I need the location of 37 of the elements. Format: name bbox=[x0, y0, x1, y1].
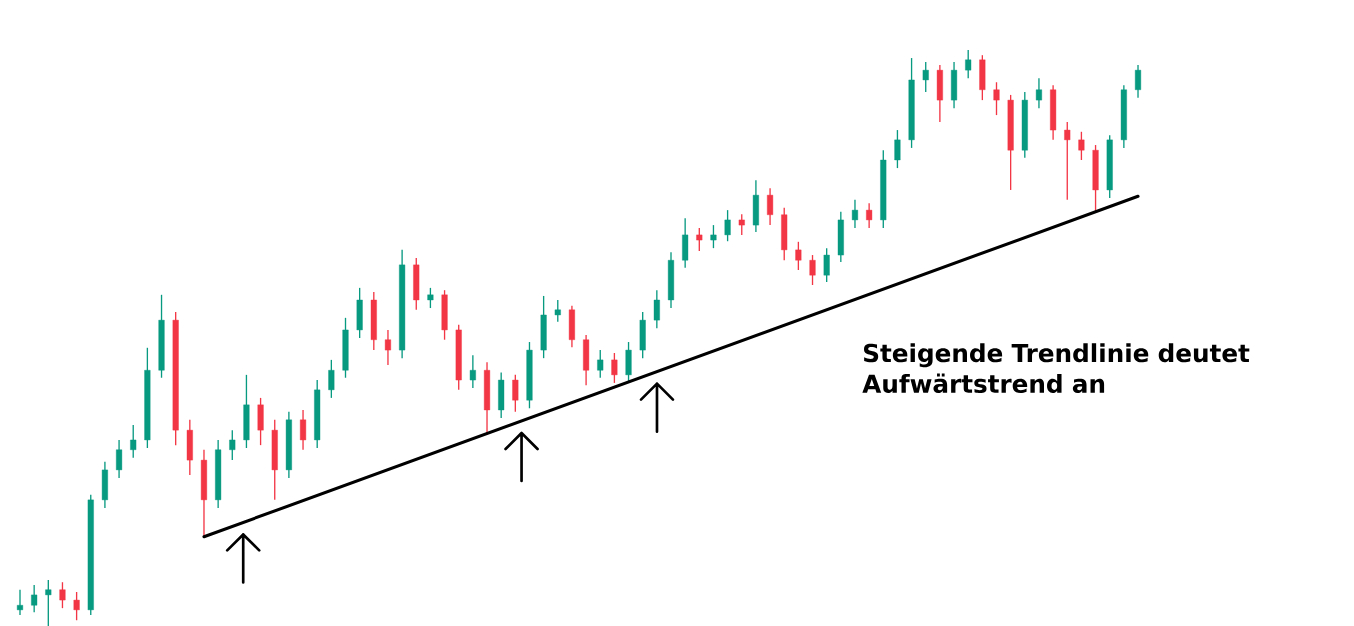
annotation: Steigende Trendlinie deutet Aufwärtstrend an bbox=[862, 343, 1250, 394]
candlestick bbox=[851, 199, 858, 229]
candlestick bbox=[554, 299, 561, 323]
candlestick bbox=[116, 439, 123, 479]
candlestick bbox=[384, 329, 391, 366]
candlestick bbox=[45, 579, 52, 626]
candlestick bbox=[229, 429, 236, 461]
candlestick bbox=[427, 287, 434, 309]
candlestick bbox=[710, 224, 717, 249]
candlestick bbox=[130, 424, 137, 459]
candlestick bbox=[300, 409, 307, 451]
candlestick bbox=[653, 289, 660, 329]
candlestick bbox=[328, 359, 335, 399]
candlestick bbox=[1134, 64, 1142, 99]
candlestick bbox=[611, 352, 618, 384]
candlestick bbox=[922, 61, 929, 93]
candlestick bbox=[809, 254, 816, 286]
candlestick bbox=[993, 81, 1000, 116]
candlestick bbox=[469, 354, 476, 389]
candlestick bbox=[1078, 131, 1085, 161]
candlestick bbox=[73, 591, 80, 621]
candlestick bbox=[59, 581, 66, 609]
candlestick bbox=[795, 241, 802, 271]
candlestick bbox=[512, 374, 519, 413]
candlestick bbox=[738, 213, 745, 236]
candlestick bbox=[1064, 121, 1071, 201]
candlestick bbox=[1035, 77, 1042, 109]
candlestick bbox=[767, 187, 774, 226]
candlestick bbox=[31, 584, 38, 613]
candlestick bbox=[724, 209, 731, 242]
candlestick bbox=[597, 349, 604, 379]
candlestick bbox=[823, 247, 830, 283]
candlestick bbox=[894, 129, 901, 169]
candlestick bbox=[965, 49, 972, 79]
candlestick bbox=[866, 202, 873, 229]
candlestick bbox=[696, 227, 703, 252]
candlestick bbox=[16, 589, 24, 616]
